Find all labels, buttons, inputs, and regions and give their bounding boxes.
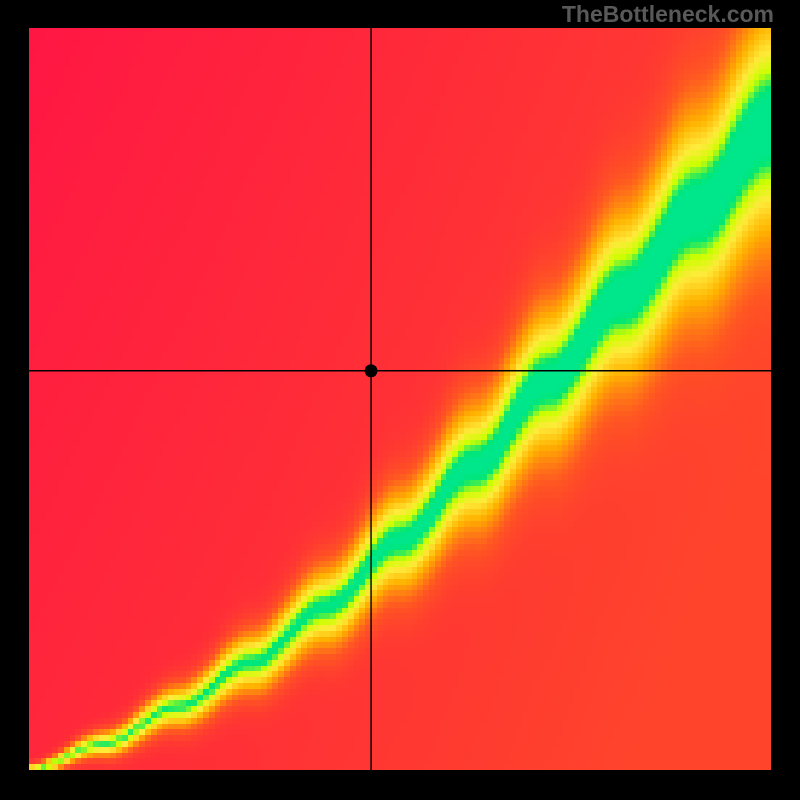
bottleneck-heatmap [0,0,800,800]
chart-container: TheBottleneck.com [0,0,800,800]
watermark-label: TheBottleneck.com [562,1,774,28]
